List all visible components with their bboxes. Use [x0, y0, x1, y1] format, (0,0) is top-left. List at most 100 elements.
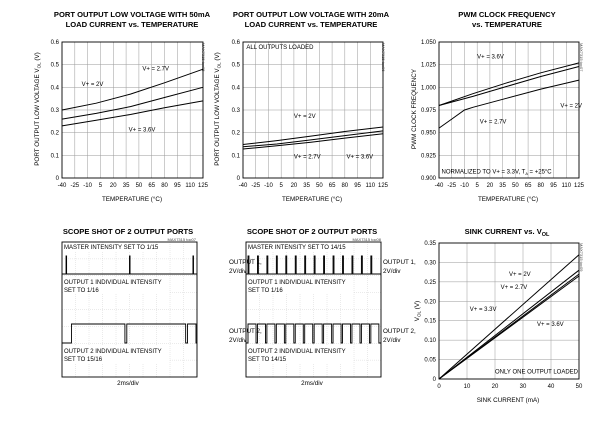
channel-1-description: OUTPUT 1 INDIVIDUAL INTENSITY [248, 280, 346, 286]
y-tick-label: 0.4 [232, 85, 241, 91]
annotation: V+ = 2.7V [294, 155, 321, 161]
channel-2-description: OUTPUT 2 INDIVIDUAL INTENSITY [64, 349, 162, 355]
y-tick-label: 0 [433, 377, 437, 383]
x-tick-label: -40 [58, 183, 67, 189]
annotation-text: ALL OUTPUTS LOADED [246, 45, 314, 51]
caption-background [63, 243, 159, 251]
annotation-text: ONLY ONE OUTPUT LOADED [495, 370, 579, 376]
plot-frame [242, 41, 384, 179]
x-tick-label: -25 [251, 183, 260, 189]
x-tick-label: 20 [487, 183, 494, 189]
y-tick-label: 0.1 [232, 153, 241, 159]
y-tick-label: 0 [237, 176, 241, 182]
y-tick-label: 0.05 [424, 358, 436, 364]
y-tick-label: 0.15 [424, 319, 436, 325]
y-tick-label: 0.5 [232, 63, 241, 69]
annotation-text: V+ = 3.6V [477, 54, 504, 60]
series-line [242, 133, 384, 150]
y-tick-label: 0.1 [51, 153, 60, 159]
channel-1-scale: 2V/div [383, 268, 401, 275]
annotation-text: V+ = 3.6V [537, 322, 564, 328]
chart-subtitle: LOAD CURRENT vs. TEMPERATURE [245, 20, 378, 29]
x-tick-label: 125 [574, 183, 585, 189]
chart-vol-20ma: PORT OUTPUT LOW VOLTAGE WITH 20mA LOAD C… [214, 10, 390, 203]
series-line [438, 275, 580, 380]
channel-1-label: OUTPUT 1, [383, 259, 416, 266]
y-tick-label: 0.30 [424, 260, 436, 266]
x-tick-label: 20 [291, 183, 298, 189]
x-axis-label: 2ms/div [301, 380, 324, 387]
scope-shot-1: SCOPE SHOT OF 2 OUTPUT PORTS MAX7315 toc… [61, 227, 262, 387]
x-tick-label: 80 [341, 183, 348, 189]
y-tick-label: 0 [56, 176, 60, 182]
x-tick-label: 95 [174, 183, 181, 189]
plot-frame [438, 41, 580, 179]
chart-subtitle: LOAD CURRENT vs. TEMPERATURE [66, 20, 199, 29]
figure-code: MAX7315 toc09 [579, 243, 584, 272]
y-tick-label: 0.975 [421, 108, 437, 114]
x-tick-label: 0 [437, 384, 441, 390]
series-line [438, 269, 580, 380]
plot-area: 0 10 20 30 40 50 0 0.05 0.10 0.15 0.20 0.25 0.30 0.35… [424, 241, 583, 390]
x-tick-label: -10 [460, 183, 469, 189]
y-axis-label: PORT OUTPUT LOW VOLTAGE VOL (V) [214, 52, 222, 166]
x-tick-label: -40 [239, 183, 248, 189]
x-axis-label: 2ms/div [117, 380, 140, 387]
chart-title: SCOPE SHOT OF 2 OUTPUT PORTS [63, 227, 193, 236]
x-tick-label: -10 [264, 183, 273, 189]
channel-2-description: SET TO 15/16 [64, 357, 103, 363]
chart-vol-50ma: PORT OUTPUT LOW VOLTAGE WITH 50mA LOAD C… [34, 10, 211, 203]
series-line [61, 68, 204, 111]
chart-title: SINK CURRENT vs. VOL [465, 227, 550, 238]
caption-background [247, 346, 353, 363]
channel-1-trace [62, 255, 197, 275]
x-tick-label: 125 [378, 183, 389, 189]
annotation-text: V+ = 2V [509, 272, 531, 278]
figure-code: MAX7315 toc05 [201, 43, 206, 72]
x-tick-label: -10 [83, 183, 92, 189]
x-tick-label: 110 [365, 183, 375, 189]
x-tick-label: 65 [525, 183, 532, 189]
annotation: V+ = 3.6V [347, 155, 374, 161]
annotation: V+ = 2.7V [142, 66, 169, 72]
y-tick-label: 0.10 [424, 338, 436, 344]
annotation: ALL OUTPUTS LOADED [246, 45, 314, 51]
x-axis-label: SINK CURRENT (mA) [477, 397, 540, 404]
x-tick-label: 65 [148, 183, 155, 189]
annotation: V+ = 2V [82, 82, 104, 88]
series-line [438, 254, 580, 380]
annotation-text: V+ = 2V [294, 114, 316, 120]
y-tick-label: 1.050 [421, 40, 437, 46]
x-tick-label: 50 [576, 384, 583, 390]
x-axis-label: TEMPERATURE (°C) [102, 195, 162, 203]
y-tick-label: 0.900 [421, 176, 437, 182]
channel-1-description: SET TO 1/16 [64, 288, 99, 294]
chart-title: PORT OUTPUT LOW VOLTAGE WITH 50mA [54, 10, 211, 19]
scope-frame [245, 241, 382, 378]
annotation-text: V+ = 2V [82, 82, 104, 88]
y-tick-label: 0.6 [232, 40, 241, 46]
chart-sink-current: SINK CURRENT vs. VOL MAX7315 toc09 SINK … [414, 227, 584, 404]
annotation: V+ = 2V [560, 103, 582, 109]
x-tick-label: 50 [512, 183, 519, 189]
annotation-text: V+ = 3.3V [470, 307, 497, 313]
annotation-text: V+ = 2V [560, 103, 582, 109]
caption-background [247, 277, 353, 294]
x-tick-label: 65 [329, 183, 336, 189]
series-line [438, 79, 580, 129]
x-axis-label: TEMPERATURE (°C) [282, 195, 342, 203]
figure-code: MAX7315 toc07 [579, 43, 584, 72]
annotation: ONLY ONE OUTPUT LOADED [495, 370, 579, 376]
figure-code: MAX7315 toc08 [353, 237, 382, 242]
caption-background [247, 243, 343, 251]
master-intensity-label: MASTER INTENSITY SET TO 1/15 [64, 245, 159, 251]
figure-code: MAX7315 toc07 [168, 237, 197, 242]
plot-area: -40 -25 -10 5 20 35 50 65 80 95 110 125 0.900 0.925 0.… [421, 40, 585, 189]
x-tick-label: 20 [492, 384, 499, 390]
x-tick-label: -25 [447, 183, 456, 189]
x-tick-label: 35 [499, 183, 506, 189]
channel-1-label: OUTPUT 1, [229, 259, 262, 266]
channel-1-description: OUTPUT 1 INDIVIDUAL INTENSITY [64, 280, 162, 286]
scope-frame [61, 241, 198, 378]
y-tick-label: 0.4 [51, 85, 60, 91]
